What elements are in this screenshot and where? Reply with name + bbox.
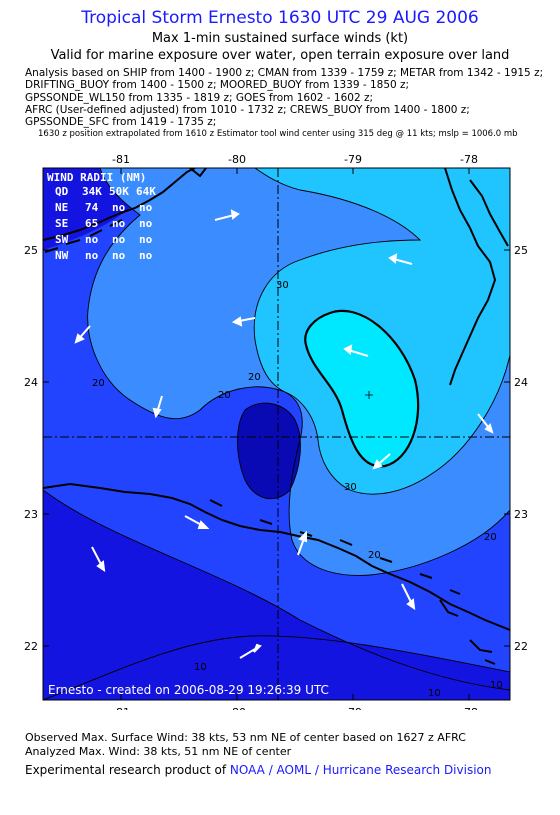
wind-radii-cell: no	[112, 201, 126, 214]
bahamas-andros-coastline	[444, 168, 497, 386]
wind-radii-cell: no	[139, 217, 153, 230]
wind-radii-header: QD	[55, 185, 69, 198]
lat-label: 25	[24, 244, 38, 257]
lon-label: -81	[112, 153, 130, 166]
lon-label: -81	[112, 706, 130, 710]
lat-label: 24	[514, 376, 528, 389]
wind-radii-cell: SE	[55, 217, 68, 230]
wind-radii-cell: no	[85, 249, 99, 262]
analyzed-max-wind: Analyzed Max. Wind: 38 kts, 51 nm NE of …	[25, 745, 292, 758]
cuba-north-coastline	[43, 482, 510, 631]
contour-label: 30	[276, 280, 289, 291]
contour-label: 10	[490, 680, 503, 691]
position-note: 1630 z position extrapolated from 1610 z…	[38, 129, 518, 139]
lat-label: 25	[514, 244, 528, 257]
analysis-line: GPSSONDE_SFC from 1419 - 1735 z;	[25, 116, 217, 128]
wind-band-ge38	[305, 310, 419, 467]
lon-label: -78	[460, 153, 478, 166]
axis-ticks	[43, 168, 510, 700]
analysis-line: AFRC (User-defined adjusted) from 1010 -…	[25, 104, 470, 116]
wind-radii-cell: no	[139, 249, 153, 262]
contour-label: 10	[194, 662, 207, 673]
contour-label: 20	[92, 378, 105, 389]
contour-label: 10	[428, 688, 441, 699]
wind-radii-cell: no	[85, 233, 99, 246]
wind-radii-table: WIND RADII (NM) QD 34K 50K 64K NE 74 no …	[47, 171, 156, 262]
lon-label: -80	[228, 706, 246, 710]
noaa-hrd-link[interactable]: NOAA / AOML / Hurricane Research Divisio…	[229, 763, 492, 777]
contour-label: 20	[368, 550, 381, 561]
observed-max-wind: Observed Max. Surface Wind: 38 kts, 53 n…	[25, 731, 466, 744]
wind-radii-cell: no	[139, 233, 153, 246]
plot-frame	[42, 167, 511, 701]
map-title: Tropical Storm Ernesto 1630 UTC 29 AUG 2…	[81, 8, 479, 28]
analysis-line: GPSSONDE_WL150 from 1335 - 1819 z; GOES …	[25, 92, 374, 104]
wind-radii-cell: no	[112, 249, 126, 262]
bahamas-islands-coastline	[469, 179, 509, 247]
florida-keys-coastline	[43, 168, 196, 241]
lat-label: 24	[24, 376, 38, 389]
wind-radii-cell: 65	[85, 217, 98, 230]
lon-label: -79	[344, 706, 362, 710]
lon-label: -80	[228, 153, 246, 166]
lat-label: 22	[514, 640, 528, 653]
wind-band-lt10	[43, 635, 510, 700]
wind-vectors	[74, 209, 494, 659]
product-prefix: Experimental research product of	[25, 763, 230, 777]
analysis-line: DRIFTING_BUOY from 1400 - 1500 z; MOORED…	[25, 79, 410, 91]
axis-labels: -81 -80 -79 -78 -81 -80 -79 -78 25 24 23…	[24, 153, 528, 710]
contour-label: 30	[344, 482, 357, 493]
wind-radii-header: 64K	[136, 185, 156, 198]
cuba-islands	[439, 599, 496, 665]
florida-mainland-coastline	[189, 168, 207, 178]
contour-label: 20	[218, 390, 231, 401]
wind-field: 20 30 20 20 30 20 20 10 10 10 WIND RADII…	[43, 168, 510, 700]
lat-label: 23	[514, 508, 528, 521]
wind-radii-title: WIND RADII (NM)	[47, 171, 146, 184]
wind-radii-cell: SW	[55, 233, 69, 246]
contour-lines	[43, 168, 510, 700]
contour-labels: 20 30 20 20 30 20 20 10 10 10	[92, 280, 503, 699]
wind-radii-header: 34K	[82, 185, 102, 198]
contour-label: 20	[248, 372, 261, 383]
florida-keys-islets	[44, 219, 123, 253]
lon-label: -79	[344, 153, 362, 166]
validity-note: Valid for marine exposure over water, op…	[50, 48, 510, 63]
product-credit: Experimental research product of NOAA / …	[25, 763, 491, 777]
wind-analysis-map: 20 30 20 20 30 20 20 10 10 10 WIND RADII…	[24, 153, 528, 710]
wind-radii-header: 50K	[109, 185, 129, 198]
wind-band-lt10	[43, 490, 510, 700]
vortex-core	[254, 424, 298, 453]
lat-label: 23	[24, 508, 38, 521]
map-subtitle: Max 1-min sustained surface winds (kt)	[151, 31, 409, 46]
wind-radii-cell: NW	[55, 249, 69, 262]
wind-radii-cell: 74	[85, 201, 99, 214]
wind-radii-cell: no	[139, 201, 153, 214]
wind-radii-cell: no	[112, 233, 126, 246]
contour-label: 20	[484, 532, 497, 543]
lat-label: 22	[24, 640, 38, 653]
wind-radii-cell: no	[112, 217, 126, 230]
credit-line: Ernesto - created on 2006-08-29 19:26:39…	[48, 683, 329, 697]
center-cross	[365, 391, 373, 399]
analysis-line: Analysis based on SHIP from 1400 - 1900 …	[25, 67, 544, 79]
coastlines	[43, 168, 510, 665]
wind-radii-cell: NE	[55, 201, 68, 214]
lon-label: -78	[460, 706, 478, 710]
